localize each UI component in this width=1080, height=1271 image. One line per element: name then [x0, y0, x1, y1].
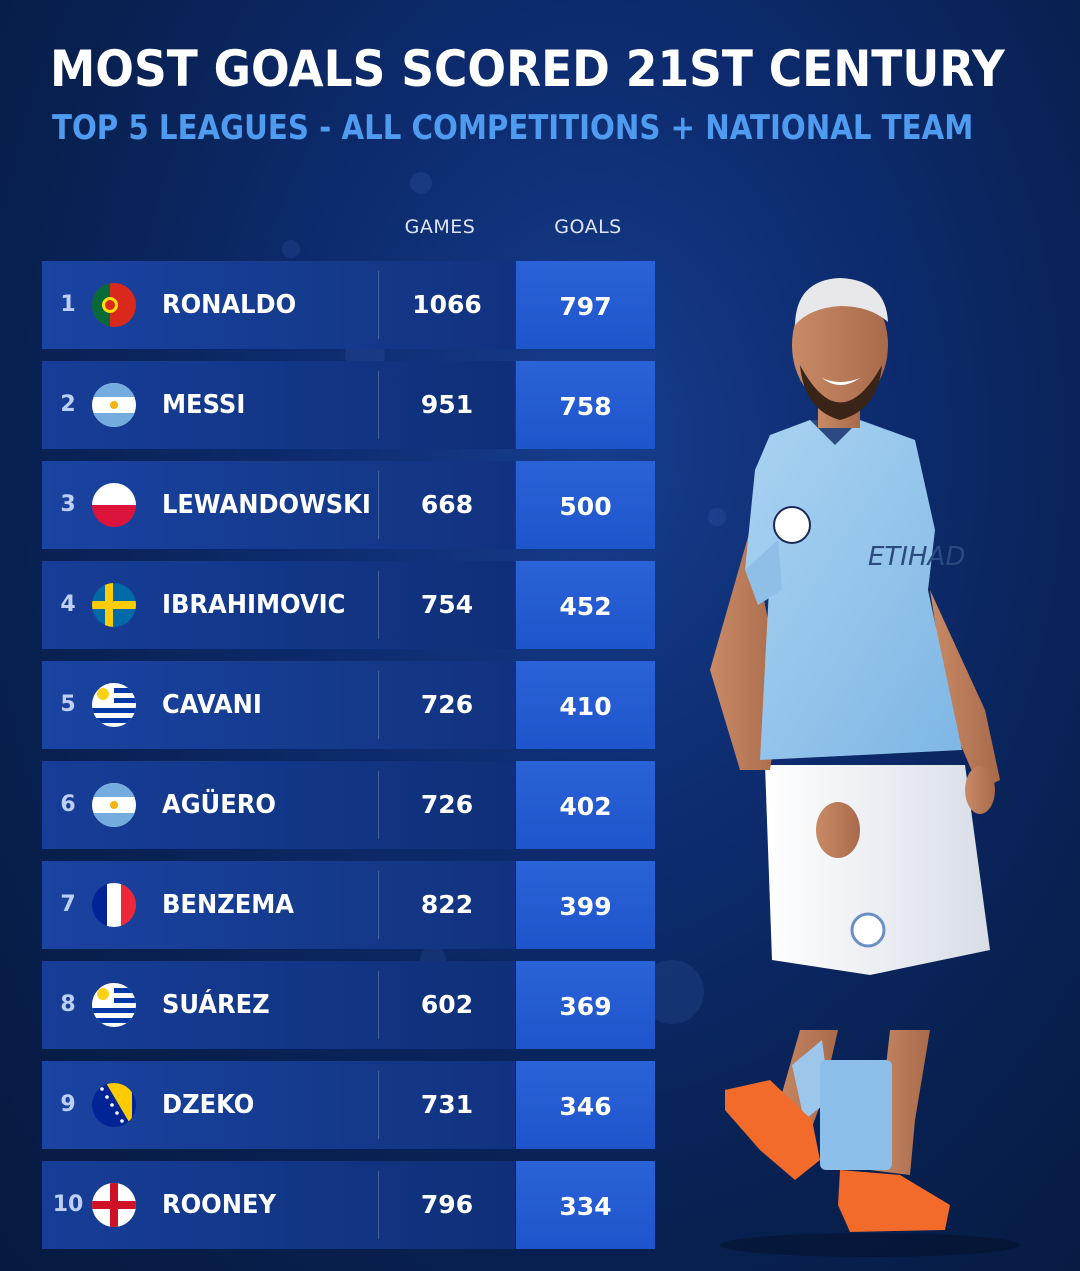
player-name: ROONEY	[162, 1190, 276, 1220]
rank-number: 1	[60, 292, 76, 317]
games-value: 754	[420, 590, 474, 619]
table-row: 2 MESSI 951 758	[42, 361, 655, 449]
goals-cell	[516, 461, 655, 549]
row-divider	[378, 471, 379, 539]
goals-cell	[516, 861, 655, 949]
rank-number: 3	[60, 492, 76, 517]
rank-number: 5	[60, 692, 76, 717]
rank-number: 9	[60, 1092, 76, 1117]
games-value: 1066	[412, 290, 482, 319]
row-divider	[378, 571, 379, 639]
argentina-flag-icon	[92, 383, 136, 427]
chart-title: MOST GOALS SCORED 21ST CENTURY	[50, 40, 1005, 98]
rank-number: 6	[60, 792, 76, 817]
argentina-flag-icon	[92, 783, 136, 827]
row-divider	[378, 371, 379, 439]
table-row: 7 BENZEMA 822 399	[42, 861, 655, 949]
rank-number: 4	[60, 592, 76, 617]
rank-number: 8	[60, 992, 76, 1017]
goals-cell	[516, 961, 655, 1049]
goals-cell	[516, 1161, 655, 1249]
games-value: 726	[420, 690, 474, 719]
games-value: 822	[420, 890, 474, 919]
goals-value: 399	[559, 892, 612, 921]
goals-value: 797	[559, 292, 612, 321]
player-name: CAVANI	[162, 690, 262, 720]
goals-cell	[516, 361, 655, 449]
player-name: MESSI	[162, 390, 246, 420]
rank-number: 7	[60, 892, 76, 917]
table-row: 1 RONALDO 1066 797	[42, 261, 655, 349]
goals-value: 346	[559, 1092, 612, 1121]
chart-subtitle: TOP 5 LEAGUES - ALL COMPETITIONS + NATIO…	[52, 108, 974, 148]
player-name: SUÁREZ	[162, 990, 270, 1020]
bosnia-flag-icon	[92, 1083, 136, 1127]
row-divider	[378, 971, 379, 1039]
row-divider	[378, 671, 379, 739]
goals-cell	[516, 761, 655, 849]
goals-cell	[516, 1061, 655, 1149]
table-row: 3 LEWANDOWSKI 668 500	[42, 461, 655, 549]
portugal-flag-icon	[92, 283, 136, 327]
goals-cell	[516, 261, 655, 349]
row-divider	[378, 1171, 379, 1239]
games-value: 951	[420, 390, 474, 419]
rank-number: 2	[60, 392, 76, 417]
goals-value: 452	[559, 592, 612, 621]
column-header-goals: GOALS	[554, 216, 622, 238]
games-value: 602	[420, 990, 474, 1019]
poland-flag-icon	[92, 483, 136, 527]
games-value: 726	[420, 790, 474, 819]
row-divider	[378, 271, 379, 339]
goals-value: 402	[559, 792, 612, 821]
player-name: IBRAHIMOVIC	[162, 590, 346, 620]
player-name: LEWANDOWSKI	[162, 490, 371, 520]
row-divider	[378, 771, 379, 839]
goals-cell	[516, 661, 655, 749]
uruguay-flag-icon	[92, 683, 136, 727]
player-name: AGÜERO	[162, 790, 276, 820]
row-divider	[378, 871, 379, 939]
player-name: BENZEMA	[162, 890, 295, 920]
goals-value: 758	[559, 392, 612, 421]
table-row: 6 AGÜERO 726 402	[42, 761, 655, 849]
games-value: 668	[420, 490, 474, 519]
table-row: 9 DZEKO 731 346	[42, 1061, 655, 1149]
goals-value: 500	[559, 492, 612, 521]
table-row: 5 CAVANI 726 410	[42, 661, 655, 749]
row-divider	[378, 1071, 379, 1139]
games-value: 796	[420, 1190, 474, 1219]
svg-text:ETIHAD: ETIHAD	[868, 542, 965, 572]
table-row: 4 IBRAHIMOVIC 754 452	[42, 561, 655, 649]
table-row: 10 ROONEY 796 334	[42, 1161, 655, 1249]
player-name: DZEKO	[162, 1090, 255, 1120]
sweden-flag-icon	[92, 583, 136, 627]
table-row: 8 SUÁREZ 602 369	[42, 961, 655, 1049]
goals-value: 369	[559, 992, 612, 1021]
rank-number: 10	[52, 1192, 84, 1217]
goals-value: 334	[559, 1192, 612, 1221]
goals-value: 410	[559, 692, 612, 721]
player-name: RONALDO	[162, 290, 297, 320]
england-flag-icon	[92, 1183, 136, 1227]
uruguay-flag-icon	[92, 983, 136, 1027]
games-value: 731	[420, 1090, 474, 1119]
player-photo: ETIHAD	[710, 278, 1020, 1257]
france-flag-icon	[92, 883, 136, 927]
column-header-games: GAMES	[404, 216, 476, 238]
goals-cell	[516, 561, 655, 649]
